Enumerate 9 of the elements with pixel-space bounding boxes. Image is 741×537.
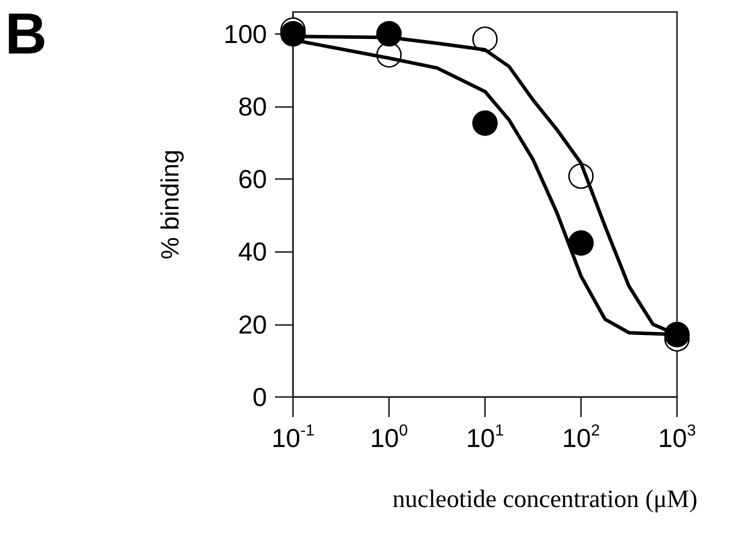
y-tick-label: 60 — [238, 164, 267, 194]
y-tick-label: 40 — [238, 236, 267, 267]
chart-title: B — [5, 2, 47, 66]
y-tick-label: 20 — [238, 309, 267, 340]
y-tick-label: 100 — [224, 18, 267, 49]
y-tick-label: 80 — [238, 91, 267, 122]
y-tick-label: 0 — [252, 382, 267, 412]
x-axis-title: nucleotide concentration (μM) — [392, 486, 698, 513]
y-axis-title: % binding — [156, 150, 184, 260]
